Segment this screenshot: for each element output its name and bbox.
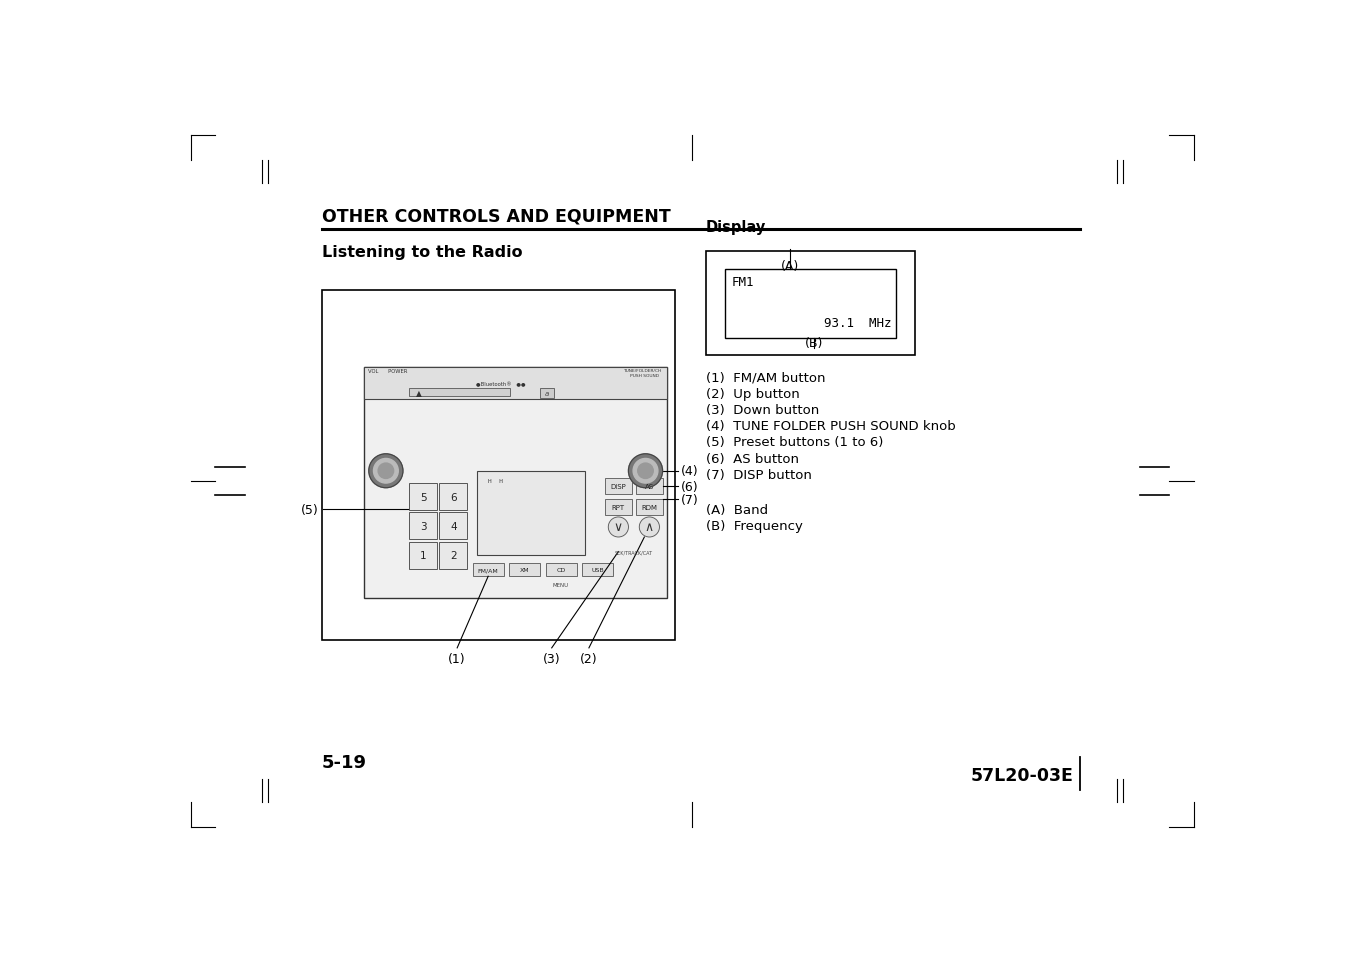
Text: (5)  Preset buttons (1 to 6): (5) Preset buttons (1 to 6) [707,436,884,449]
Bar [322,291,676,640]
Circle shape [369,455,403,488]
Text: (2)  Up button: (2) Up button [707,388,800,400]
Bar [439,483,467,511]
Bar [636,499,662,516]
Bar [582,563,613,577]
Text: (A): (A) [781,260,800,273]
Text: ▲: ▲ [416,388,422,397]
Circle shape [639,517,659,537]
Text: (1)  FM/AM button: (1) FM/AM button [707,372,825,384]
Bar [365,368,667,598]
Circle shape [608,517,628,537]
Text: (B): (B) [805,336,823,350]
Bar [540,389,554,398]
Text: CD: CD [557,568,566,573]
Bar [365,368,667,399]
Text: (2): (2) [580,653,597,666]
Text: (A)  Band: (A) Band [707,503,769,517]
Bar [725,270,896,339]
Text: 3: 3 [420,521,427,531]
Text: (4)  TUNE FOLDER PUSH SOUND knob: (4) TUNE FOLDER PUSH SOUND knob [707,419,955,433]
Text: USB: USB [592,568,604,573]
Text: (7)  DISP button: (7) DISP button [707,468,812,481]
Text: Display: Display [707,220,766,235]
Text: (5): (5) [301,503,319,517]
Bar [605,479,631,495]
Text: 1: 1 [420,551,427,560]
Text: SEK/TRACK/CAT: SEK/TRACK/CAT [615,550,653,555]
Text: VOL      POWER: VOL POWER [367,369,407,374]
Text: ∧: ∧ [644,521,654,534]
Bar [707,252,915,355]
Text: a: a [544,391,549,396]
Circle shape [628,455,662,488]
Circle shape [378,463,393,479]
Text: 5: 5 [420,492,427,502]
Text: FM1: FM1 [731,275,754,289]
Bar [636,479,662,495]
Bar [439,513,467,539]
Bar [409,542,436,569]
Text: 6: 6 [450,492,457,502]
Bar [409,483,436,511]
Circle shape [634,459,658,483]
Text: (1): (1) [449,653,466,666]
Bar [546,563,577,577]
Bar [439,542,467,569]
Text: (4): (4) [681,465,698,477]
Bar [605,499,631,516]
Bar [477,472,585,556]
Circle shape [638,463,654,479]
Text: H  H: H H [488,479,503,484]
Text: (6)  AS button: (6) AS button [707,452,798,465]
Text: TUNE/FOLDER/CH
   PUSH SOUND: TUNE/FOLDER/CH PUSH SOUND [623,369,662,377]
Circle shape [373,459,399,483]
Text: (3)  Down button: (3) Down button [707,403,819,416]
Text: 57L20-03E: 57L20-03E [970,766,1073,784]
Text: (6): (6) [681,480,698,493]
Text: RDM: RDM [642,504,658,511]
Text: ●Bluetooth®   ●●: ●Bluetooth® ●● [476,381,526,387]
Text: 2: 2 [450,551,457,560]
Text: 4: 4 [450,521,457,531]
Bar [509,563,540,577]
Text: (B)  Frequency: (B) Frequency [707,519,802,533]
Bar [409,389,509,396]
Text: XM: XM [520,568,530,573]
Text: ∨: ∨ [613,521,623,534]
Text: RPT: RPT [612,504,626,511]
Text: DISP: DISP [611,484,627,490]
Text: FM/AM: FM/AM [478,568,499,573]
Text: Listening to the Radio: Listening to the Radio [322,245,523,260]
Text: 93.1  MHz: 93.1 MHz [824,316,892,330]
Bar [409,513,436,539]
Text: 5-19: 5-19 [322,753,366,771]
Text: AS: AS [644,484,654,490]
Text: (3): (3) [543,653,561,666]
Text: (7): (7) [681,494,698,506]
Text: MENU: MENU [553,583,569,588]
Bar [473,563,504,577]
Text: OTHER CONTROLS AND EQUIPMENT: OTHER CONTROLS AND EQUIPMENT [322,207,670,225]
